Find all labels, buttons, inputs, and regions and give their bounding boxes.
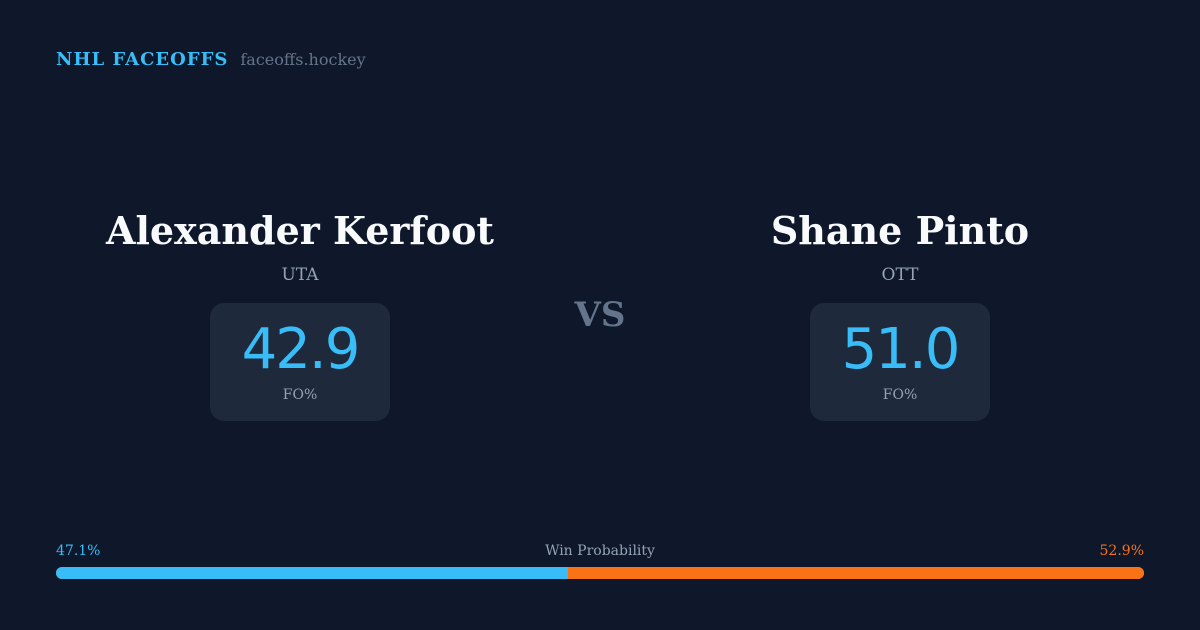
probability-bar-right bbox=[568, 567, 1144, 579]
stat-label: FO% bbox=[282, 387, 318, 403]
brand-header: NHL FACEOFFS faceoffs.hockey bbox=[56, 49, 366, 70]
player-left: Alexander Kerfoot UTA 42.9 FO% bbox=[100, 205, 500, 421]
stat-card: 51.0 FO% bbox=[809, 303, 991, 421]
win-probability: 47.1% Win Probability 52.9% bbox=[56, 543, 1144, 579]
player-team: UTA bbox=[281, 265, 319, 285]
player-name: Alexander Kerfoot bbox=[106, 208, 494, 253]
stat-label: FO% bbox=[882, 387, 918, 403]
faceoff-percentage: 51.0 bbox=[841, 317, 961, 382]
probability-title: Win Probability bbox=[545, 543, 655, 559]
probability-bar bbox=[56, 567, 1144, 579]
right-probability: 52.9% bbox=[1099, 543, 1144, 559]
brand-site: faceoffs.hockey bbox=[240, 50, 366, 69]
player-right: Shane Pinto OTT 51.0 FO% bbox=[700, 205, 1100, 421]
brand-title: NHL FACEOFFS bbox=[56, 49, 229, 70]
left-probability: 47.1% bbox=[56, 543, 101, 559]
player-name: Shane Pinto bbox=[770, 208, 1030, 253]
faceoff-percentage: 42.9 bbox=[241, 317, 361, 382]
vs-label: VS bbox=[574, 295, 626, 335]
probability-bar-left bbox=[56, 567, 569, 579]
player-team: OTT bbox=[881, 265, 919, 285]
stat-card: 42.9 FO% bbox=[209, 303, 391, 421]
